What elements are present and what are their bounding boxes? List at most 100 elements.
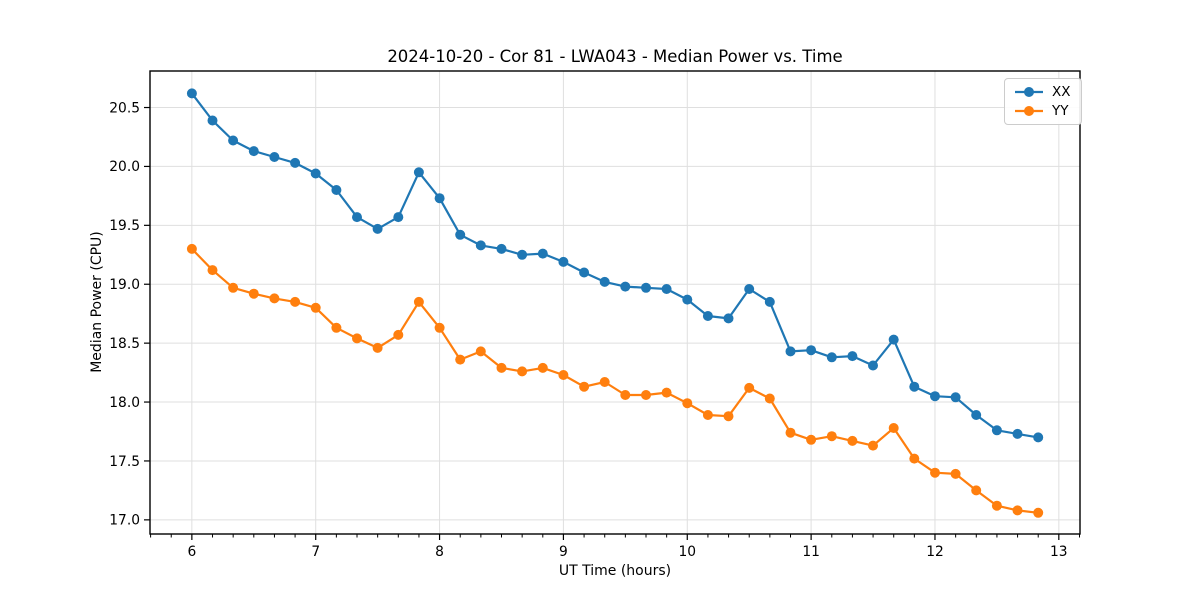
data-point-yy: [806, 434, 817, 445]
data-point-xx: [888, 334, 899, 345]
x-tick-label: 8: [435, 544, 444, 560]
x-tick-label: 10: [678, 544, 696, 560]
data-point-xx: [682, 294, 693, 305]
data-point-xx: [702, 311, 713, 321]
data-point-xx: [290, 157, 301, 168]
data-point-xx: [785, 346, 796, 357]
data-point-xx: [434, 193, 445, 204]
legend-label-xx: XX: [1052, 84, 1071, 100]
legend-item-yy: YY: [1013, 103, 1071, 119]
data-point-xx: [764, 296, 775, 307]
data-point-yy: [537, 362, 548, 373]
y-tick-label: 17.5: [109, 454, 140, 470]
data-point-yy: [1033, 507, 1044, 518]
x-tick-label: 7: [311, 544, 320, 560]
data-point-yy: [991, 500, 1002, 511]
data-point-xx: [723, 313, 734, 324]
data-point-yy: [269, 293, 280, 304]
x-tick-label: 12: [926, 544, 944, 560]
data-point-xx: [579, 267, 590, 278]
data-point-yy: [764, 393, 775, 404]
data-point-xx: [1012, 428, 1023, 439]
data-point-yy: [455, 354, 466, 365]
data-point-yy: [434, 322, 445, 333]
data-point-yy: [1012, 505, 1023, 516]
data-point-yy: [909, 453, 920, 464]
data-point-yy: [599, 377, 610, 387]
data-point-yy: [971, 485, 982, 496]
data-point-yy: [868, 440, 878, 451]
data-point-xx: [186, 88, 197, 99]
data-point-yy: [847, 435, 858, 446]
data-point-xx: [599, 276, 610, 287]
data-point-yy: [723, 411, 734, 422]
y-tick-label: 19.0: [109, 277, 140, 293]
x-tick-label: 9: [559, 544, 568, 560]
data-point-xx: [352, 212, 362, 223]
data-point-xx: [455, 229, 466, 240]
data-point-xx: [868, 360, 878, 371]
data-point-yy: [661, 387, 672, 398]
data-point-xx: [393, 212, 404, 223]
data-point-xx: [207, 115, 218, 126]
legend-label-yy: YY: [1052, 103, 1069, 119]
x-tick-label: 6: [187, 544, 196, 560]
data-point-xx: [826, 352, 837, 363]
y-tick-label: 18.0: [109, 395, 140, 411]
x-tick-label: 13: [1050, 544, 1068, 560]
data-point-yy: [207, 265, 218, 276]
data-point-yy: [496, 362, 507, 373]
y-tick-label: 19.5: [109, 218, 140, 234]
data-point-xx: [806, 345, 817, 356]
y-tick-label: 18.5: [109, 336, 140, 352]
data-point-yy: [413, 296, 424, 307]
data-point-yy: [517, 366, 528, 377]
data-point-xx: [971, 410, 982, 420]
data-point-xx: [641, 282, 651, 293]
data-point-xx: [372, 223, 383, 234]
data-point-xx: [620, 281, 631, 292]
data-point-yy: [702, 410, 713, 420]
data-point-xx: [269, 152, 280, 162]
data-point-xx: [909, 381, 920, 392]
data-point-yy: [620, 390, 631, 400]
data-point-xx: [248, 146, 259, 157]
y-tick-label: 20.0: [109, 159, 140, 175]
data-point-xx: [537, 248, 548, 259]
data-point-yy: [950, 468, 961, 479]
data-point-yy: [228, 282, 239, 293]
data-point-xx: [517, 249, 528, 260]
legend-marker-xx: [1024, 87, 1034, 97]
data-point-yy: [310, 302, 321, 313]
data-point-yy: [744, 382, 755, 393]
data-point-yy: [930, 467, 940, 478]
plot-frame: [149, 70, 1081, 535]
data-point-yy: [475, 346, 486, 357]
data-point-yy: [186, 243, 197, 254]
x-axis-label: UT Time (hours): [558, 563, 672, 579]
data-point-xx: [991, 425, 1002, 436]
data-point-yy: [248, 288, 259, 299]
data-point-xx: [930, 391, 940, 402]
data-point-xx: [310, 168, 321, 179]
y-tick-label: 17.0: [109, 513, 140, 529]
data-point-xx: [228, 135, 239, 146]
data-point-yy: [641, 390, 651, 400]
data-point-yy: [558, 370, 569, 380]
data-point-xx: [847, 351, 858, 362]
data-point-xx: [496, 243, 507, 254]
data-point-xx: [744, 284, 755, 294]
data-point-xx: [475, 240, 486, 251]
data-point-xx: [413, 167, 424, 178]
data-point-xx: [1033, 432, 1044, 443]
data-point-xx: [558, 256, 569, 267]
legend-marker-yy: [1024, 106, 1034, 116]
data-point-yy: [393, 329, 404, 340]
data-point-yy: [785, 427, 796, 438]
data-point-xx: [950, 392, 961, 403]
legend: XX YY: [1004, 78, 1082, 125]
data-point-yy: [290, 296, 301, 307]
y-tick-label: 20.5: [109, 100, 140, 116]
